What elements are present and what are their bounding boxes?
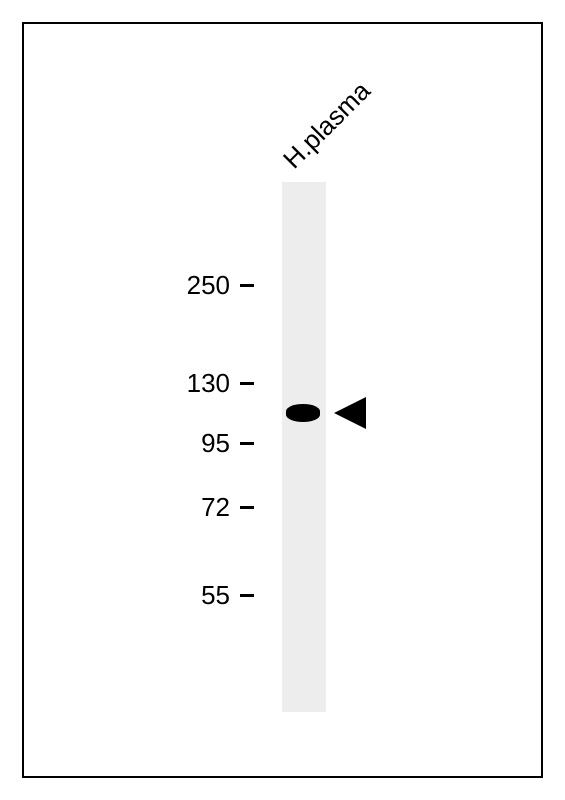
marker-dash-95: [240, 442, 254, 445]
marker-dash-130: [240, 382, 254, 385]
blot-frame: H.plasma 250 130 95 72 55: [22, 22, 543, 778]
marker-label-95: 95: [176, 428, 230, 459]
signal-band: [286, 404, 320, 422]
lane-label: H.plasma: [277, 75, 377, 175]
marker-dash-72: [240, 506, 254, 509]
marker-label-250: 250: [176, 270, 230, 301]
marker-dash-250: [240, 284, 254, 287]
marker-label-130: 130: [176, 368, 230, 399]
marker-label-55: 55: [176, 580, 230, 611]
blot-lane: [282, 182, 326, 712]
band-arrow-icon: [332, 395, 368, 431]
marker-dash-55: [240, 594, 254, 597]
marker-label-72: 72: [176, 492, 230, 523]
